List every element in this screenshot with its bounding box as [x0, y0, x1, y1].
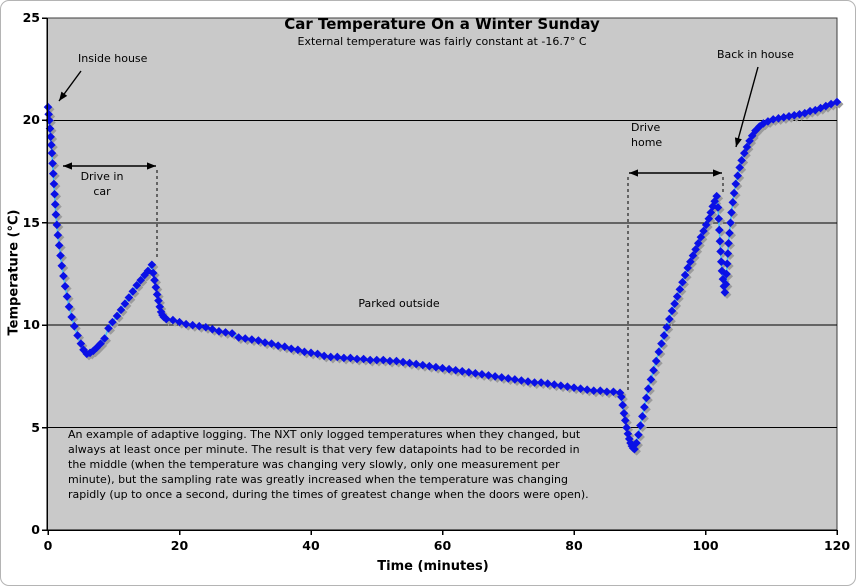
- chart-caption: An example of adaptive logging. The NXT …: [68, 428, 589, 501]
- y-tick-label: 20: [22, 112, 40, 128]
- x-tick-label: 120: [823, 538, 851, 553]
- x-tick-label: 80: [565, 538, 583, 553]
- x-axis-title: Time (minutes): [377, 559, 489, 574]
- annotation-drive-in-car: Drive in car: [80, 170, 124, 198]
- annotation-inside-house: Inside house: [78, 52, 148, 65]
- x-tick-label: 40: [302, 538, 320, 553]
- chart-title: Car Temperature On a Winter Sunday: [284, 15, 600, 33]
- y-tick-label: 15: [22, 214, 40, 230]
- y-tick-label: 25: [22, 10, 40, 25]
- y-tick-label: 0: [31, 522, 40, 537]
- x-tick-label: 100: [692, 538, 719, 553]
- annotation-drive-home: Drive home: [631, 121, 663, 149]
- y-tick-label: 5: [31, 419, 40, 435]
- annotation-back-in-house: Back in house: [717, 48, 794, 61]
- x-tick-label: 0: [43, 538, 53, 553]
- chart-subtitle: External temperature was fairly constant…: [297, 35, 587, 48]
- annotation-parked-outside: Parked outside: [358, 297, 440, 310]
- x-tick-label: 60: [433, 538, 452, 553]
- y-tick-label: 10: [22, 317, 40, 333]
- x-tick-label: 20: [170, 538, 189, 553]
